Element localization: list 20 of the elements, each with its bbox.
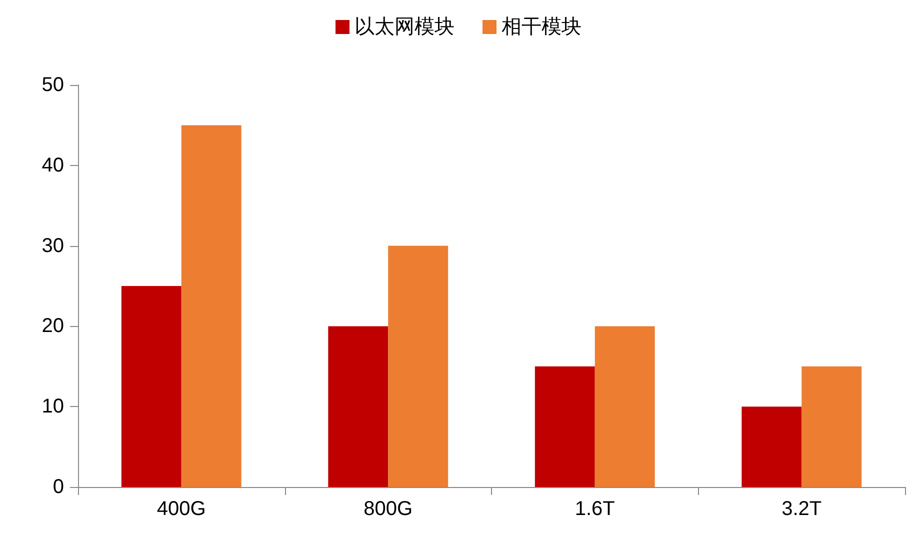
- bar: [388, 246, 448, 487]
- legend-label: 相干模块: [502, 16, 582, 38]
- bar: [802, 366, 862, 487]
- y-tick-label: 50: [42, 74, 64, 96]
- x-tick-label: 3.2T: [782, 498, 822, 520]
- x-tick-label: 1.6T: [574, 498, 615, 520]
- bar: [742, 406, 802, 487]
- y-tick-label: 10: [42, 396, 64, 418]
- x-tick-label: 400G: [156, 498, 206, 520]
- y-tick-label: 20: [42, 315, 64, 338]
- bar: [328, 326, 388, 487]
- y-tick-label: 40: [42, 154, 64, 176]
- legend-label: 以太网模块: [354, 16, 454, 38]
- bar: [534, 366, 595, 487]
- bar: [594, 326, 655, 487]
- y-tick-label: 30: [42, 234, 64, 257]
- y-tick-label: 0: [52, 476, 64, 498]
- x-tick-label: 800G: [364, 498, 413, 520]
- bar: [121, 286, 182, 487]
- bar: [181, 125, 242, 487]
